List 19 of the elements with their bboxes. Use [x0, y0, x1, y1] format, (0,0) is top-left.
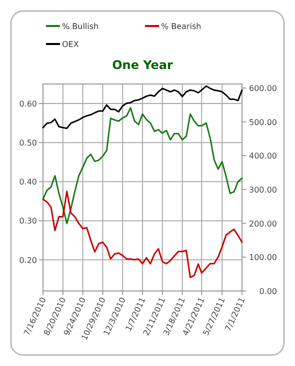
y2-tick-label: 500.00 — [249, 118, 277, 127]
line-series — [42, 107, 243, 224]
y-tick-label: 0.50 — [19, 138, 37, 148]
chart-title: One Year — [112, 58, 173, 72]
y2-tick-label: 400.00 — [249, 152, 277, 161]
line-series — [42, 85, 243, 130]
legend-label: % Bullish — [62, 22, 99, 31]
y2-tick-label: 600.00 — [249, 84, 277, 94]
y-tick-label: 0.60 — [19, 100, 37, 109]
y-tick-label: 0.40 — [19, 178, 37, 187]
y2-tick-label: 300.00 — [249, 186, 277, 195]
y-tick-label: 0.30 — [19, 216, 37, 226]
line-series — [42, 190, 243, 278]
y2-tick-label: 0.00 — [259, 287, 277, 296]
y2-tick-label: 100.00 — [249, 253, 277, 262]
y2-tick-label: 200.00 — [249, 219, 277, 228]
legend-label: % Bearish — [161, 22, 202, 31]
legend-label: OEX — [62, 40, 80, 49]
y-tick-label: 0.20 — [19, 256, 37, 265]
